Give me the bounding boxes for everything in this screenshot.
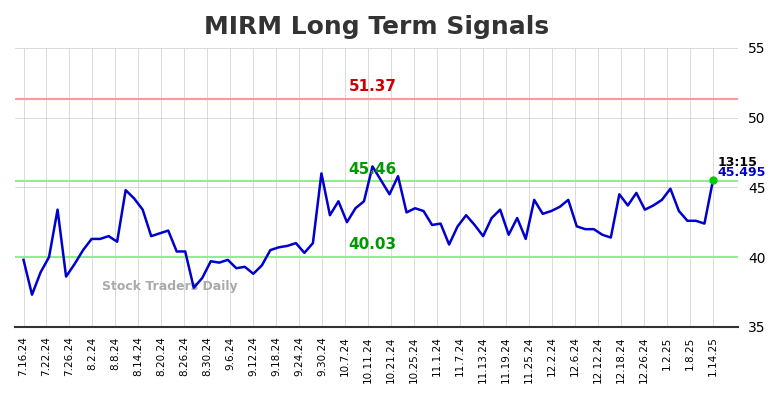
Text: 45.495: 45.495: [717, 166, 766, 179]
Text: Stock Traders Daily: Stock Traders Daily: [102, 280, 238, 293]
Text: 40.03: 40.03: [348, 238, 397, 252]
Text: 45.46: 45.46: [348, 162, 397, 177]
Text: 13:15: 13:15: [717, 156, 757, 169]
Text: 51.37: 51.37: [349, 79, 397, 94]
Title: MIRM Long Term Signals: MIRM Long Term Signals: [204, 15, 550, 39]
